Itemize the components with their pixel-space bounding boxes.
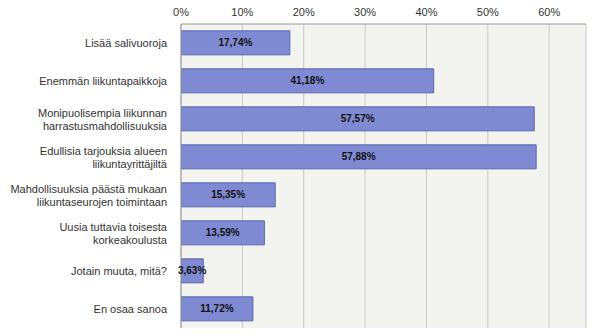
svg-text:30%: 30% <box>354 8 376 18</box>
svg-text:Uusia tuttavia toisestakorkeak: Uusia tuttavia toisestakorkeakoulusta <box>59 221 167 246</box>
svg-text:Mahdollisuuksia päästä mukaanl: Mahdollisuuksia päästä mukaanliikuntaseu… <box>10 183 167 208</box>
svg-text:Lisää salivuoroja: Lisää salivuoroja <box>85 37 168 49</box>
svg-text:57,88%: 57,88% <box>342 151 376 162</box>
svg-text:13,59%: 13,59% <box>206 227 240 238</box>
svg-text:41,18%: 41,18% <box>290 75 324 86</box>
svg-text:20%: 20% <box>293 8 315 18</box>
svg-text:Edullisia tarjouksia alueenlii: Edullisia tarjouksia alueenliikuntayritt… <box>40 145 168 170</box>
svg-text:11,72%: 11,72% <box>200 303 233 314</box>
svg-text:15,35%: 15,35% <box>211 189 245 200</box>
svg-text:3,63%: 3,63% <box>178 265 206 276</box>
svg-text:10%: 10% <box>231 8 253 18</box>
svg-text:60%: 60% <box>538 8 560 18</box>
svg-text:Enemmän liikuntapaikkoja: Enemmän liikuntapaikkoja <box>39 75 168 87</box>
svg-text:17,74%: 17,74% <box>218 37 252 48</box>
svg-text:Jotain muuta, mitä?: Jotain muuta, mitä? <box>71 265 167 277</box>
svg-text:57,57%: 57,57% <box>341 113 375 124</box>
svg-text:40%: 40% <box>415 8 437 18</box>
svg-text:0%: 0% <box>173 8 189 18</box>
svg-text:Monipuolisempia liikunnanharra: Monipuolisempia liikunnanharrastusmahdol… <box>38 107 168 132</box>
svg-text:50%: 50% <box>477 8 499 18</box>
svg-text:En osaa sanoa: En osaa sanoa <box>94 303 168 315</box>
